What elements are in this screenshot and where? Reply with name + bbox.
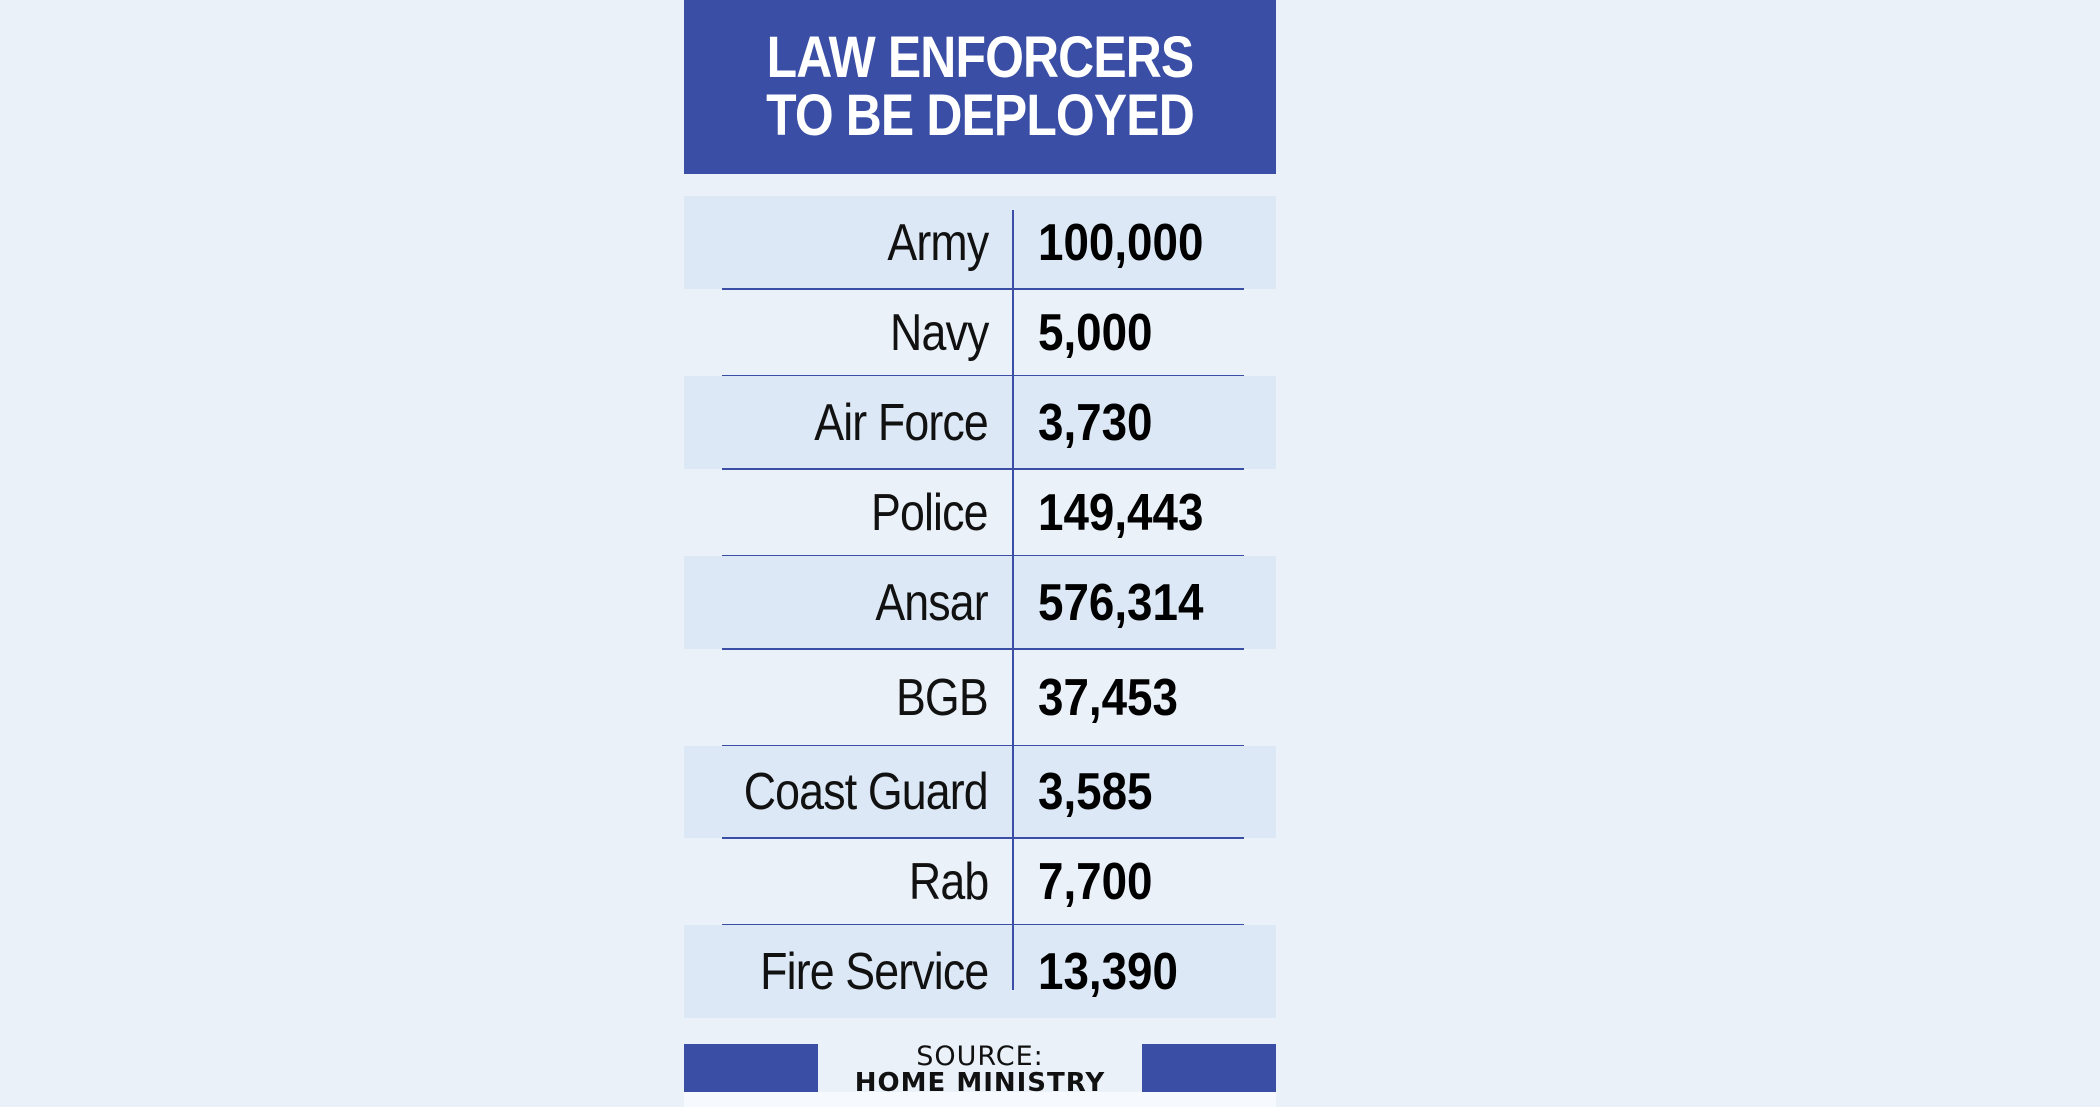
row-value-text: 100,000 [1038,213,1204,272]
row-separator [722,648,1244,650]
source-label: SOURCE: [916,1041,1044,1072]
row-label-text: Rab [908,852,989,911]
row-value-text: 13,390 [1038,942,1178,1001]
row-value-text: 149,443 [1038,483,1204,542]
row-value: 100,000 [1038,196,1226,289]
row-value: 576,314 [1038,556,1226,649]
row-value-text: 5,000 [1038,303,1153,362]
row-value-text: 7,700 [1038,852,1153,911]
row-label-text: Coast Guard [743,763,989,821]
row-separator [722,288,1244,290]
row-label: Coast Guard [684,746,989,838]
chart-title: LAW ENFORCERS TO BE DEPLOYED [766,25,1195,148]
row-label: Navy [684,289,989,376]
row-value-text: 3,730 [1038,393,1153,452]
row-label: Army [684,196,989,289]
row-label: Police [684,469,989,556]
infographic-card: LAW ENFORCERS TO BE DEPLOYED Army 100,000… [684,0,1276,1107]
row-value: 3,585 [1038,746,1168,838]
row-label-text: Army [887,213,989,272]
row-label-text: Police [871,483,989,542]
row-value: 37,453 [1038,649,1197,746]
row-label: Ansar [684,556,988,649]
table-row: Navy 5,000 [684,289,1276,376]
source-credit: SOURCE: HOME MINISTRY [818,1041,1142,1096]
table-row: Air Force 3,730 [684,376,1276,469]
table-row: Fire Service 13,390 [684,925,1276,1018]
row-label: Fire Service [684,925,989,1018]
footer-bar-left [684,1044,818,1092]
table-row: Rab 7,700 [684,838,1276,925]
row-label-text: Air Force [814,393,989,452]
table-row: Coast Guard 3,585 [684,746,1276,838]
row-value: 3,730 [1038,376,1168,469]
table-row: Police 149,443 [684,469,1276,556]
table-row: BGB 37,453 [684,649,1276,746]
row-label-text: Navy [889,303,989,362]
table-row: Ansar 576,314 [684,556,1276,649]
row-label-text: Fire Service [759,942,989,1001]
row-label: BGB [684,649,989,746]
row-value: 13,390 [1038,925,1197,1018]
footer-bar-right [1142,1044,1276,1092]
row-value: 149,443 [1038,469,1226,556]
row-value-text: 576,314 [1038,573,1204,632]
row-value: 7,700 [1038,838,1168,925]
source-name: HOME MINISTRY [854,1068,1106,1098]
row-value-text: 3,585 [1038,763,1153,821]
row-label: Rab [684,838,989,925]
header-banner: LAW ENFORCERS TO BE DEPLOYED [684,0,1276,174]
column-divider [1012,210,1014,990]
row-separator [722,837,1244,839]
row-value-text: 37,453 [1038,668,1178,727]
row-label-text: Ansar [875,573,988,632]
table-row: Army 100,000 [684,196,1276,289]
row-value: 5,000 [1038,289,1168,376]
row-separator [722,468,1244,470]
row-label: Air Force [684,376,989,469]
footer: SOURCE: HOME MINISTRY [684,1041,1276,1096]
row-label-text: BGB [896,668,989,727]
bottom-strip [684,1092,1276,1107]
